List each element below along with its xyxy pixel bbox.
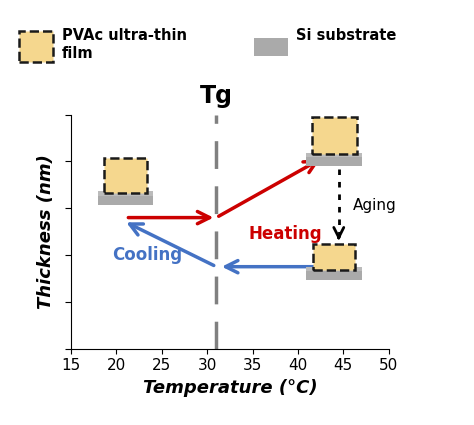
Y-axis label: Thickness (nm): Thickness (nm): [37, 154, 55, 309]
Text: Tg: Tg: [200, 84, 233, 108]
Bar: [306, 153, 362, 166]
Text: PVAc ultra-thin
film: PVAc ultra-thin film: [62, 28, 187, 61]
Text: Si substrate: Si substrate: [296, 28, 397, 43]
Text: Cooling: Cooling: [112, 246, 182, 264]
Bar: [306, 267, 362, 271]
Bar: [98, 191, 153, 205]
Bar: [311, 117, 357, 155]
Bar: [104, 158, 147, 193]
Bar: [98, 191, 153, 196]
Bar: [313, 244, 355, 270]
Text: Aging: Aging: [352, 198, 396, 213]
X-axis label: Temperature (°C): Temperature (°C): [143, 379, 317, 397]
Bar: [306, 153, 362, 157]
Text: Heating: Heating: [248, 225, 322, 243]
Bar: [306, 267, 362, 280]
